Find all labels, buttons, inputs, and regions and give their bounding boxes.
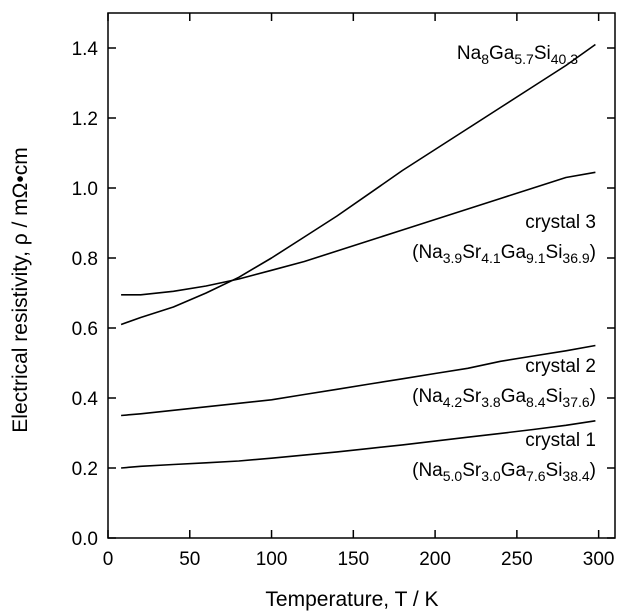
annotation-crystal2-line-1: (Na4.2Sr3.8Ga8.4Si37.6) (412, 386, 596, 410)
subscript: 3.8 (481, 394, 501, 410)
x-tick-label: 100 (256, 549, 288, 570)
x-tick-label: 250 (501, 549, 533, 570)
annotation-crystal2-line-0: crystal 2 (525, 356, 596, 377)
annotation-text: ) (590, 386, 596, 407)
y-tick-label: 0.6 (72, 319, 98, 340)
annotation-text: crystal 2 (525, 356, 596, 377)
annotation-text: Ga (501, 242, 527, 263)
annotation-crystal1-line-1: (Na5.0Sr3.0Ga7.6Si38.4) (412, 460, 596, 484)
annotation-crystal3-line-0: crystal 3 (525, 212, 596, 233)
axis-ticks (107, 13, 615, 539)
annotation-text: ) (590, 242, 596, 263)
series-line-2 (121, 344, 596, 417)
subscript: 8 (481, 51, 489, 67)
subscript: 38.4 (562, 468, 589, 484)
series-line-0 (120, 43, 596, 326)
subscript: 4.1 (481, 250, 501, 266)
annotation-text: Si (546, 242, 563, 263)
annotation-text: Ga (489, 43, 515, 64)
annotation-text: Sr (462, 460, 482, 481)
series-line-1 (121, 171, 596, 296)
annotation-text: (Na (412, 460, 443, 481)
y-tick-label: 0.0 (72, 529, 98, 550)
x-axis-title: Temperature, T / K (265, 588, 438, 611)
series-group (120, 43, 596, 469)
annotation-text: crystal 3 (525, 212, 596, 233)
tick-labels: 0 50 100 150 200 250 300 0.0 0.2 0.4 0.6 0.8 1.0 1.2 1… (72, 39, 615, 570)
x-tick-label: 0 (103, 549, 114, 570)
series-line-3 (121, 420, 596, 469)
y-tick-label: 0.8 (72, 249, 98, 270)
subscript: 8.4 (526, 394, 546, 410)
x-tick-label: 300 (583, 549, 615, 570)
y-tick-label: 1.0 (72, 179, 98, 200)
subscript: 9.1 (526, 250, 546, 266)
subscript: 5.0 (443, 468, 463, 484)
subscript: 3.9 (443, 250, 463, 266)
y-axis-title: Electrical resistivity, ρ / mΩ•cm (9, 147, 32, 432)
x-tick-label: 150 (337, 549, 369, 570)
annotation-text: Ga (501, 460, 527, 481)
subscript: 40.3 (551, 51, 578, 67)
annotation-text: Sr (462, 242, 482, 263)
annotation-na8-line-0: Na8Ga5.7Si40.3 (457, 43, 578, 67)
y-tick-label: 1.2 (72, 109, 98, 130)
annotation-text: (Na (412, 242, 443, 263)
annotation-text: ) (590, 460, 596, 481)
subscript: 36.9 (562, 250, 589, 266)
subscript: 7.6 (526, 468, 546, 484)
x-tick-label: 50 (179, 549, 200, 570)
y-tick-label: 0.2 (72, 459, 98, 480)
annotation-text: Sr (462, 386, 482, 407)
annotation-crystal1-line-0: crystal 1 (525, 430, 596, 451)
subscript: 5.7 (514, 51, 534, 67)
plot-frame (107, 12, 616, 539)
x-tick-label: 200 (419, 549, 451, 570)
annotation-text: Si (546, 386, 563, 407)
annotation-text: Si (534, 43, 551, 64)
annotation-crystal3-line-1: (Na3.9Sr4.1Ga9.1Si36.9) (412, 242, 596, 266)
annotation-text: crystal 1 (525, 430, 596, 451)
subscript: 37.6 (562, 394, 589, 410)
annotation-text: Na (457, 43, 482, 64)
subscript: 4.2 (443, 394, 463, 410)
annotation-text: Ga (501, 386, 527, 407)
annotation-text: Si (546, 460, 563, 481)
annotation-text: (Na (412, 386, 443, 407)
y-tick-label: 1.4 (72, 39, 99, 60)
subscript: 3.0 (481, 468, 501, 484)
y-tick-label: 0.4 (72, 389, 99, 410)
